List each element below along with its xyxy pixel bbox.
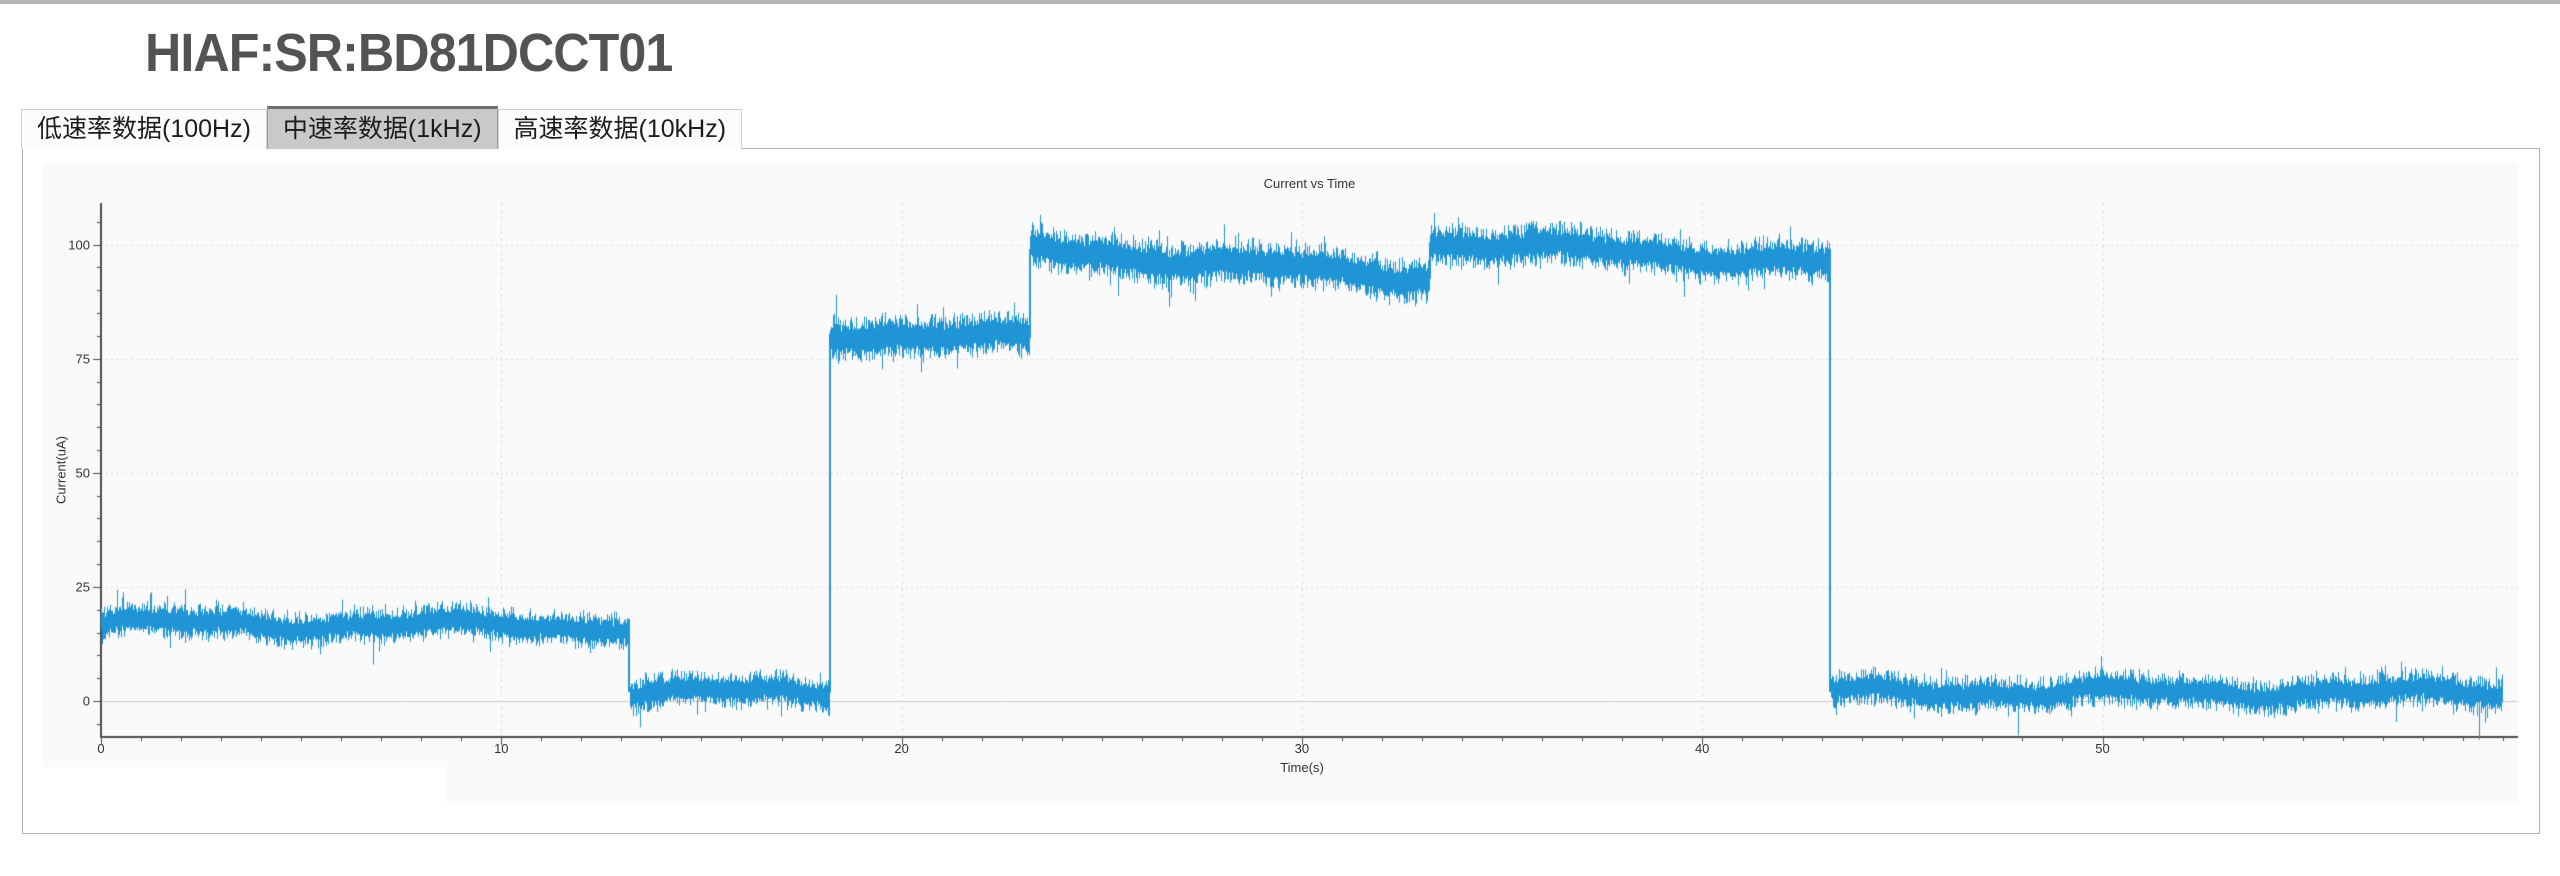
y-tick-label: 100 [68, 237, 90, 253]
y-tick-label: 0 [82, 693, 90, 709]
x-tick-label: 20 [894, 741, 909, 756]
y-tick-label: 25 [75, 579, 90, 595]
tab-low-rate-100hz[interactable]: 低速率数据(100Hz) [21, 109, 267, 149]
chart-corner-notch [23, 767, 445, 833]
y-tick-label: 75 [75, 351, 90, 367]
x-axis-label: Time(s) [1280, 760, 1324, 775]
x-tick-label: 30 [1294, 741, 1310, 756]
rate-tabbar: 低速率数据(100Hz) 中速率数据(1kHz) 高速率数据(10kHz) [21, 106, 743, 149]
tab-mid-rate-1khz[interactable]: 中速率数据(1kHz) [266, 106, 498, 149]
y-tick-label: 50 [75, 465, 90, 481]
tab-high-rate-10khz[interactable]: 高速率数据(10kHz) [497, 109, 743, 149]
x-tick-label: 0 [97, 741, 105, 756]
x-tick-label: 50 [2095, 741, 2110, 756]
x-tick-label: 40 [1694, 741, 1710, 756]
x-tick-label: 10 [494, 741, 509, 756]
chart-title: Current vs Time [1263, 176, 1356, 191]
